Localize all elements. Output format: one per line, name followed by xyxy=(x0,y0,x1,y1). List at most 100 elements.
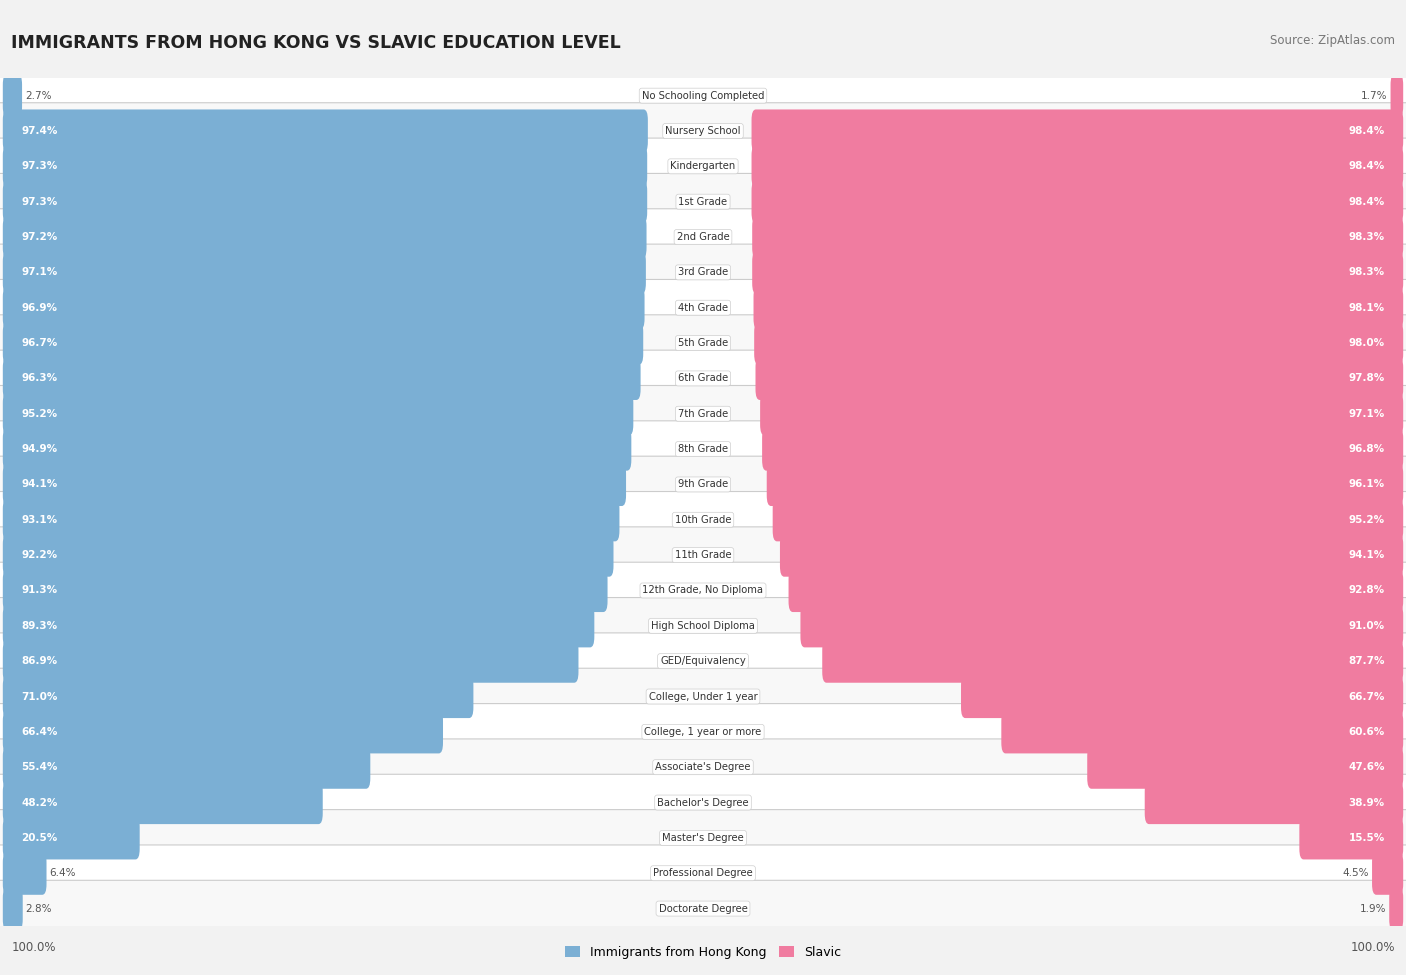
Text: 6.4%: 6.4% xyxy=(49,868,76,878)
Text: 100.0%: 100.0% xyxy=(11,941,56,955)
FancyBboxPatch shape xyxy=(0,563,1406,619)
FancyBboxPatch shape xyxy=(1389,887,1403,930)
FancyBboxPatch shape xyxy=(1087,746,1403,789)
Text: 98.4%: 98.4% xyxy=(1348,197,1385,207)
Text: 6th Grade: 6th Grade xyxy=(678,373,728,383)
Text: 95.2%: 95.2% xyxy=(1348,515,1385,525)
FancyBboxPatch shape xyxy=(0,668,1406,724)
Text: 20.5%: 20.5% xyxy=(21,833,58,843)
Text: 55.4%: 55.4% xyxy=(21,762,58,772)
FancyBboxPatch shape xyxy=(0,809,1406,866)
FancyBboxPatch shape xyxy=(1001,711,1403,754)
Text: 96.1%: 96.1% xyxy=(1348,480,1385,489)
FancyBboxPatch shape xyxy=(3,74,22,117)
Text: 98.3%: 98.3% xyxy=(1348,232,1385,242)
FancyBboxPatch shape xyxy=(0,138,1406,195)
Text: 98.4%: 98.4% xyxy=(1348,161,1385,172)
Text: No Schooling Completed: No Schooling Completed xyxy=(641,91,765,100)
Text: 2.7%: 2.7% xyxy=(25,91,52,100)
Text: Nursery School: Nursery School xyxy=(665,126,741,137)
Text: 8th Grade: 8th Grade xyxy=(678,444,728,454)
Text: College, 1 year or more: College, 1 year or more xyxy=(644,726,762,737)
FancyBboxPatch shape xyxy=(755,357,1403,400)
FancyBboxPatch shape xyxy=(3,498,620,541)
FancyBboxPatch shape xyxy=(1299,816,1403,859)
Text: 96.8%: 96.8% xyxy=(1348,444,1385,454)
FancyBboxPatch shape xyxy=(773,498,1403,541)
Text: Associate's Degree: Associate's Degree xyxy=(655,762,751,772)
FancyBboxPatch shape xyxy=(762,428,1403,471)
FancyBboxPatch shape xyxy=(754,322,1403,365)
FancyBboxPatch shape xyxy=(3,887,22,930)
Text: 9th Grade: 9th Grade xyxy=(678,480,728,489)
FancyBboxPatch shape xyxy=(0,774,1406,831)
Text: 91.3%: 91.3% xyxy=(21,585,58,596)
FancyBboxPatch shape xyxy=(3,746,370,789)
FancyBboxPatch shape xyxy=(3,640,578,682)
Text: 92.2%: 92.2% xyxy=(21,550,58,561)
Text: Source: ZipAtlas.com: Source: ZipAtlas.com xyxy=(1270,34,1395,47)
FancyBboxPatch shape xyxy=(0,67,1406,124)
Text: Doctorate Degree: Doctorate Degree xyxy=(658,904,748,914)
Text: 97.2%: 97.2% xyxy=(21,232,58,242)
FancyBboxPatch shape xyxy=(3,711,443,754)
Text: 5th Grade: 5th Grade xyxy=(678,338,728,348)
FancyBboxPatch shape xyxy=(0,880,1406,937)
Text: 7th Grade: 7th Grade xyxy=(678,409,728,419)
FancyBboxPatch shape xyxy=(3,287,644,330)
FancyBboxPatch shape xyxy=(3,675,474,718)
Text: College, Under 1 year: College, Under 1 year xyxy=(648,691,758,702)
Text: 71.0%: 71.0% xyxy=(21,691,58,702)
FancyBboxPatch shape xyxy=(0,845,1406,902)
Text: 66.4%: 66.4% xyxy=(21,726,58,737)
Text: 96.3%: 96.3% xyxy=(21,373,58,383)
FancyBboxPatch shape xyxy=(752,251,1403,293)
FancyBboxPatch shape xyxy=(3,145,647,188)
FancyBboxPatch shape xyxy=(780,533,1403,576)
FancyBboxPatch shape xyxy=(754,287,1403,330)
Text: 98.4%: 98.4% xyxy=(1348,126,1385,137)
FancyBboxPatch shape xyxy=(0,350,1406,407)
FancyBboxPatch shape xyxy=(3,852,46,895)
Text: 2.8%: 2.8% xyxy=(25,904,52,914)
FancyBboxPatch shape xyxy=(1144,781,1403,824)
FancyBboxPatch shape xyxy=(0,209,1406,265)
FancyBboxPatch shape xyxy=(3,569,607,612)
Text: 66.7%: 66.7% xyxy=(1348,691,1385,702)
Text: 10th Grade: 10th Grade xyxy=(675,515,731,525)
FancyBboxPatch shape xyxy=(752,215,1403,258)
Text: 94.1%: 94.1% xyxy=(21,480,58,489)
FancyBboxPatch shape xyxy=(0,385,1406,442)
FancyBboxPatch shape xyxy=(0,633,1406,689)
FancyBboxPatch shape xyxy=(789,569,1403,612)
Text: 98.3%: 98.3% xyxy=(1348,267,1385,278)
Text: 89.3%: 89.3% xyxy=(21,621,58,631)
Text: 97.1%: 97.1% xyxy=(1348,409,1385,419)
Text: Kindergarten: Kindergarten xyxy=(671,161,735,172)
FancyBboxPatch shape xyxy=(3,428,631,471)
Text: 86.9%: 86.9% xyxy=(21,656,58,666)
Text: 48.2%: 48.2% xyxy=(21,798,58,807)
FancyBboxPatch shape xyxy=(823,640,1403,682)
FancyBboxPatch shape xyxy=(3,109,648,152)
Text: 97.1%: 97.1% xyxy=(21,267,58,278)
FancyBboxPatch shape xyxy=(3,604,595,647)
FancyBboxPatch shape xyxy=(800,604,1403,647)
Text: 2nd Grade: 2nd Grade xyxy=(676,232,730,242)
Text: 93.1%: 93.1% xyxy=(21,515,58,525)
Text: 3rd Grade: 3rd Grade xyxy=(678,267,728,278)
Text: 12th Grade, No Diploma: 12th Grade, No Diploma xyxy=(643,585,763,596)
FancyBboxPatch shape xyxy=(0,739,1406,796)
FancyBboxPatch shape xyxy=(3,392,633,435)
Text: 98.1%: 98.1% xyxy=(1348,302,1385,313)
FancyBboxPatch shape xyxy=(1391,74,1403,117)
Text: 92.8%: 92.8% xyxy=(1348,585,1385,596)
Text: 11th Grade: 11th Grade xyxy=(675,550,731,561)
FancyBboxPatch shape xyxy=(0,526,1406,583)
Text: Master's Degree: Master's Degree xyxy=(662,833,744,843)
FancyBboxPatch shape xyxy=(0,421,1406,478)
Text: 94.9%: 94.9% xyxy=(21,444,58,454)
FancyBboxPatch shape xyxy=(3,816,139,859)
FancyBboxPatch shape xyxy=(1372,852,1403,895)
Text: 60.6%: 60.6% xyxy=(1348,726,1385,737)
